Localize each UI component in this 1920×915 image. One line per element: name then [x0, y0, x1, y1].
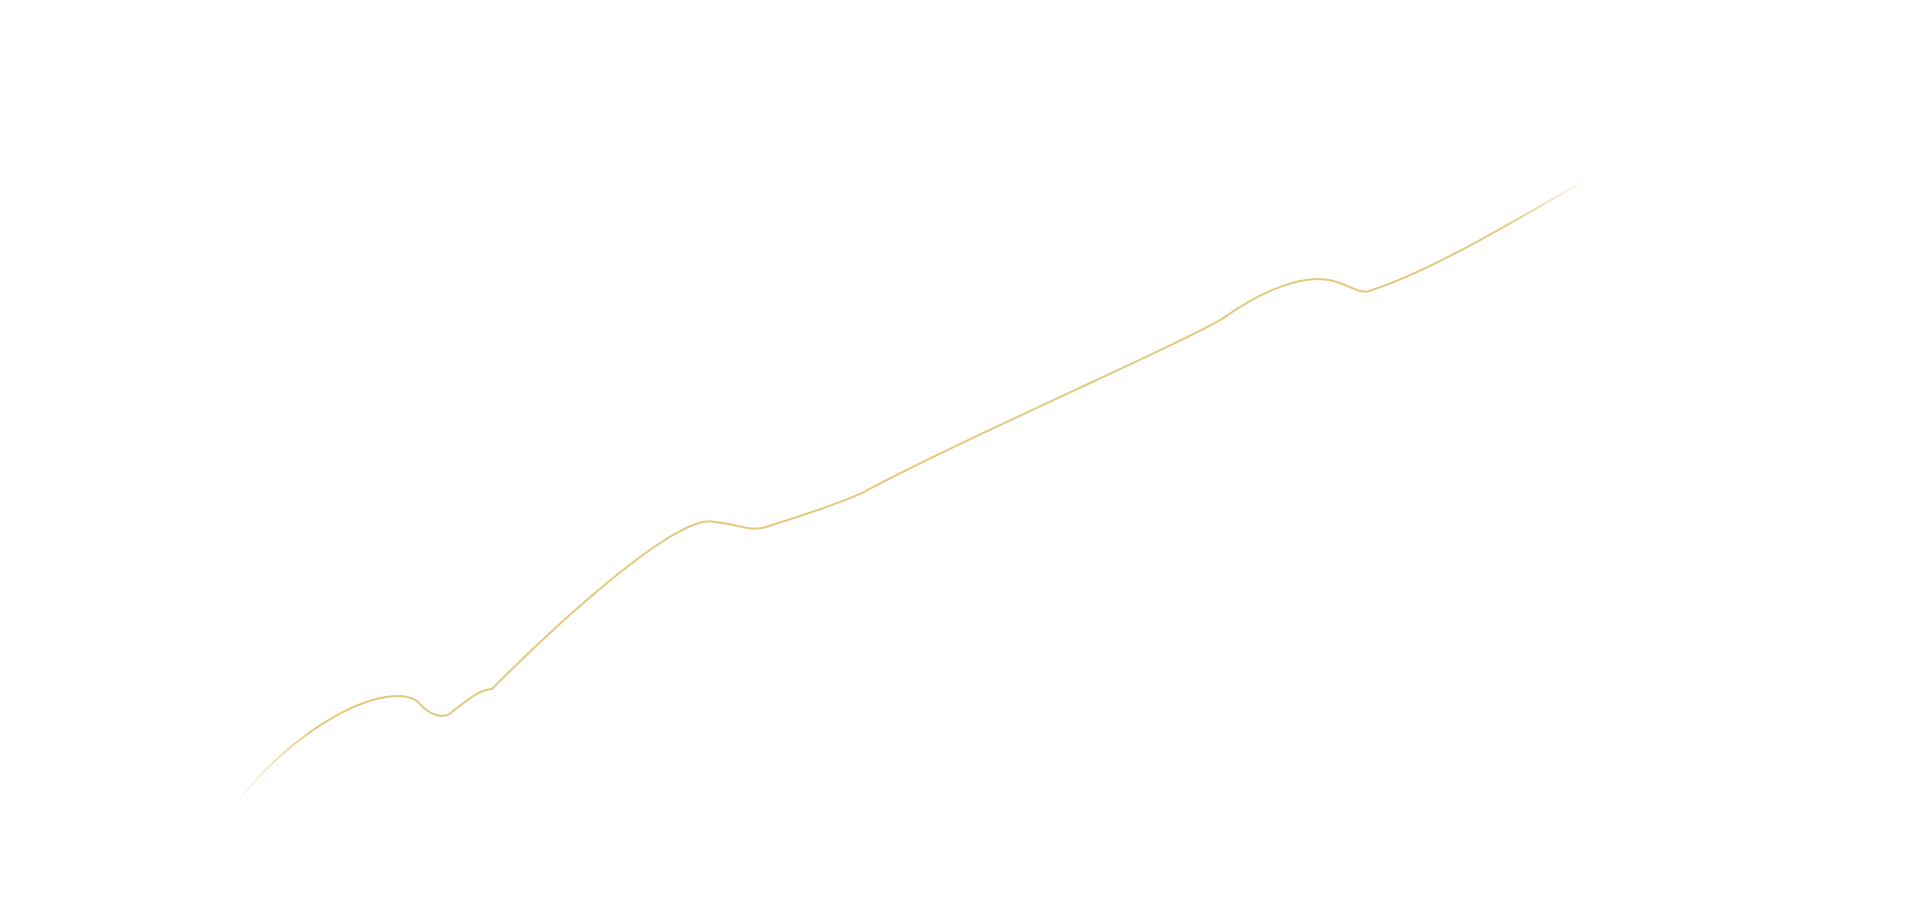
wavy-line-icon	[233, 178, 1589, 807]
